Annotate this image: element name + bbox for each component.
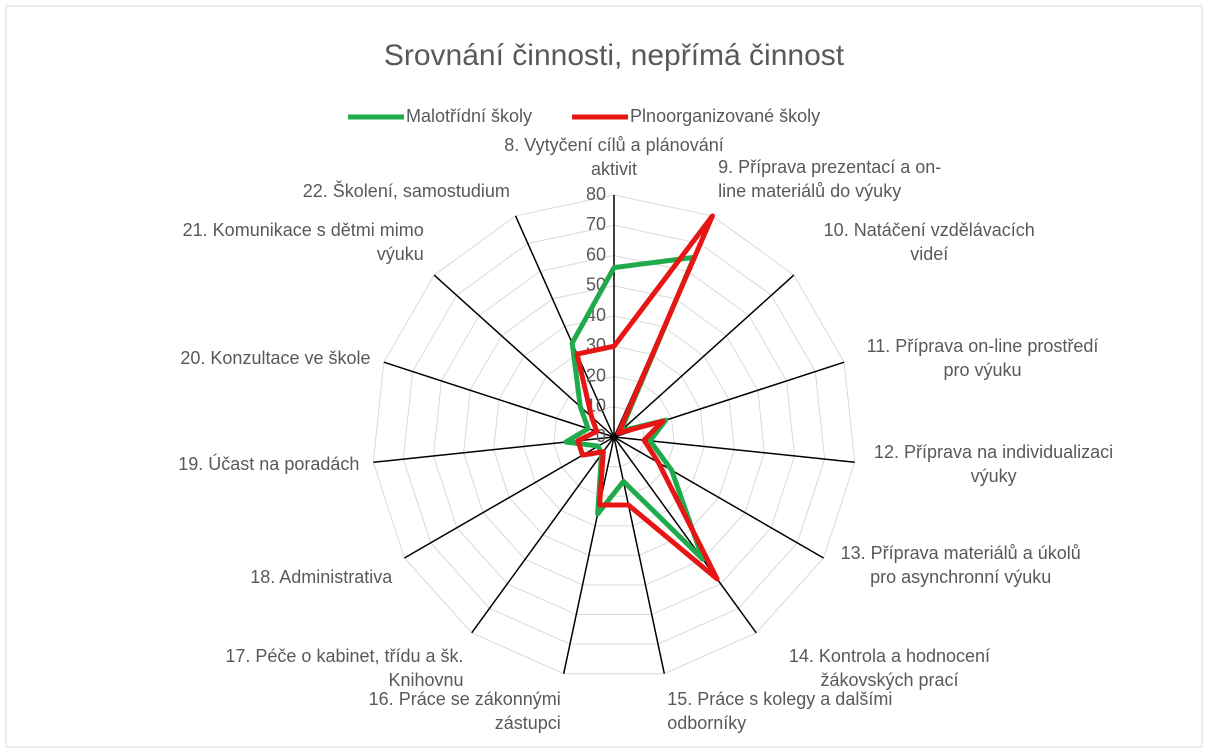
grid-ring — [372, 194, 856, 675]
axis-line — [613, 436, 824, 559]
category-label: 14. Kontrola a hodnocení žákovských prac… — [788, 646, 991, 691]
legend-label: Malotřídní školy — [406, 106, 532, 126]
axis-line — [613, 436, 855, 464]
r-tick-label: 70 — [586, 214, 606, 234]
category-label: 12. Příprava na individualizaci výuky — [874, 441, 1114, 486]
category-label: 10. Natáčení vzdělávacích videí — [823, 219, 1035, 264]
category-label: 13. Příprava materiálů a úkolů pro async… — [840, 543, 1081, 587]
category-label: 9. Příprava prezentací a on-line materiá… — [718, 157, 942, 202]
category-label: 18. Administrativa — [250, 567, 393, 587]
category-label: 11. Příprava on-line prostředí pro výuku — [866, 335, 1099, 380]
chart-title: Srovnání činnosti, nepřímá činnost — [384, 39, 845, 72]
axis-line — [383, 361, 615, 438]
grid-ring — [523, 345, 705, 527]
r-tick-label: 80 — [586, 184, 606, 204]
axis-line — [471, 436, 615, 634]
grid-ring — [432, 254, 796, 616]
category-label: 8. Vytyčení cílů a plánování aktivit — [504, 135, 724, 179]
category-label: 22. Školení, samostudium — [302, 181, 510, 202]
axis-line — [613, 274, 795, 438]
grid-ring — [402, 224, 826, 645]
category-label: 20. Konzultace ve škole — [180, 347, 371, 368]
chart-border — [5, 5, 1203, 748]
category-label: 15. Práce s kolegy a dalšími odborníky — [667, 689, 893, 734]
category-label: 16. Práce se zákonnými zástupci — [368, 689, 561, 734]
series-line — [574, 213, 720, 582]
category-label: 19. Účast na poradách — [178, 453, 360, 474]
axis-line — [613, 436, 757, 634]
r-tick-label: 0 — [596, 426, 606, 446]
r-tick-label: 20 — [586, 365, 606, 385]
category-label: 21. Komunikace s dětmi mimo výuku — [182, 219, 424, 264]
axis-line — [562, 436, 615, 674]
r-tick-label: 60 — [586, 244, 606, 264]
axis-line — [404, 436, 615, 559]
axis-line — [514, 215, 615, 438]
category-label: 17. Péče o kabinet, třídu a šk. Knihovnu — [225, 646, 464, 691]
axis-line — [613, 436, 666, 674]
legend-label: Plnoorganizované školy — [630, 106, 820, 126]
grid-ring — [463, 285, 765, 586]
grid-ring — [493, 315, 735, 556]
